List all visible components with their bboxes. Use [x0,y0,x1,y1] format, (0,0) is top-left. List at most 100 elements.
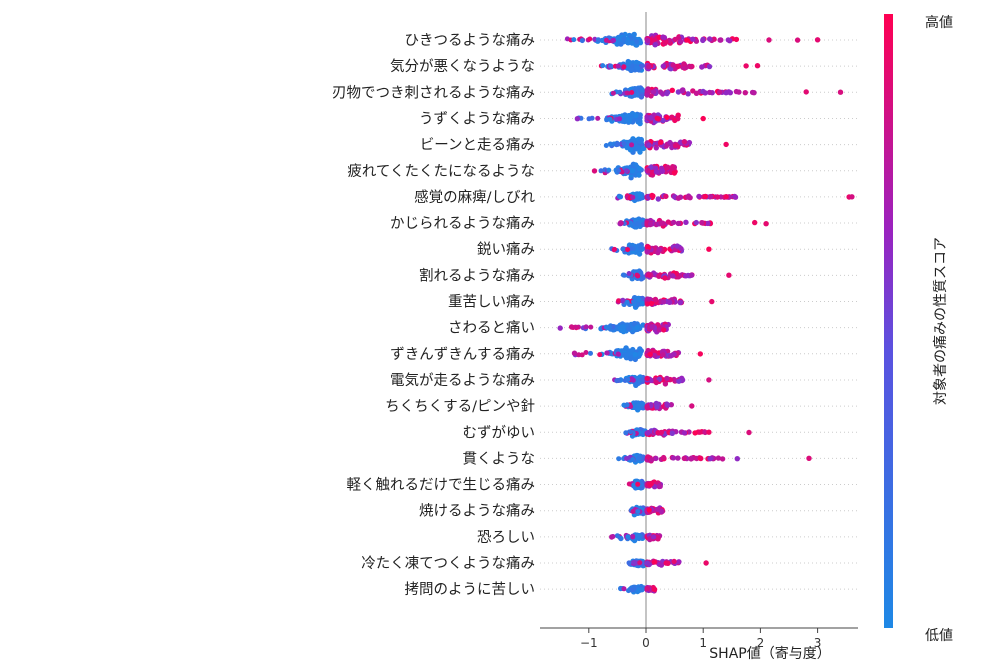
data-point [618,220,624,226]
data-point [646,561,652,568]
data-point [675,220,681,227]
data-point [651,352,658,359]
data-point [620,324,626,330]
data-point [814,37,821,43]
data-point [657,483,663,489]
data-point [660,91,666,97]
data-point [688,63,694,70]
data-point [651,559,658,565]
data-point [618,535,624,541]
data-point [681,61,687,67]
data-point [683,273,689,279]
data-point [591,168,598,174]
data-point [718,37,724,43]
data-point [636,297,642,303]
data-point [656,327,663,333]
data-point [675,195,682,201]
data-point [676,378,682,384]
data-point [615,351,621,357]
data-point [635,587,642,593]
data-point [681,139,688,145]
data-point [699,64,705,70]
data-point [645,167,651,174]
data-point [625,377,631,382]
data-point [621,141,627,147]
data-point [660,117,666,124]
data-point [633,59,639,66]
data-point [612,246,617,252]
data-point [688,456,694,462]
data-point [630,377,636,383]
data-point [630,534,636,540]
data-point [653,145,659,151]
data-point [648,300,655,307]
data-point [631,31,637,38]
data-point [654,404,660,410]
data-point [688,272,695,278]
feature-label: 拷問のように苦しい [405,581,536,598]
data-point [652,41,658,48]
data-point [706,63,713,70]
data-point [678,246,684,252]
data-point [644,375,650,382]
feature-label: 刃物でつき刺されるような痛み [332,84,535,101]
data-point [675,112,681,118]
data-point [652,296,659,303]
feature-label: 貫くような [463,450,536,467]
data-point [636,191,643,197]
feature-label: かじられるような痛み [390,215,535,232]
data-point [630,457,636,462]
data-point [733,36,740,43]
data-point [685,91,691,97]
data-point [623,168,629,174]
data-point [676,559,682,565]
data-point [726,272,732,278]
data-point [637,560,643,566]
data-point [621,352,627,358]
data-point [659,168,666,174]
data-point [653,169,660,175]
data-point [675,455,681,461]
data-point [625,40,631,46]
colorbar-high-label: 高値 [925,14,953,31]
feature-label: ひきつるような痛み [405,32,536,49]
data-point [635,481,641,487]
data-point [654,115,660,122]
data-point [630,194,636,200]
data-point [717,89,723,95]
data-point [697,455,703,461]
data-point [632,351,638,358]
data-point [631,482,637,488]
data-point [624,90,630,96]
data-point [703,560,709,566]
data-point [708,193,714,200]
data-point [670,455,677,461]
data-point [670,273,676,279]
data-point [666,299,673,305]
data-point [646,88,652,94]
data-point [637,346,643,352]
data-point [625,117,631,123]
data-point [588,350,593,356]
data-point [671,170,678,176]
data-point [644,301,650,307]
data-point [646,142,652,148]
data-point [672,36,678,43]
feature-label: 気分が悪くなうような [390,58,535,75]
data-point [587,36,593,42]
data-point [571,350,578,356]
data-point [672,117,678,124]
data-point [626,588,631,594]
data-point [628,220,633,226]
data-point [635,144,641,151]
feature-label: むずがゆい [463,424,536,441]
data-point [681,430,688,436]
data-point [634,221,640,227]
data-point [650,89,657,95]
data-point [644,404,650,410]
data-point [681,455,687,462]
data-point [635,509,641,514]
colorbar-low-label: 低値 [925,628,953,644]
data-point [583,350,589,355]
data-point [638,244,644,251]
